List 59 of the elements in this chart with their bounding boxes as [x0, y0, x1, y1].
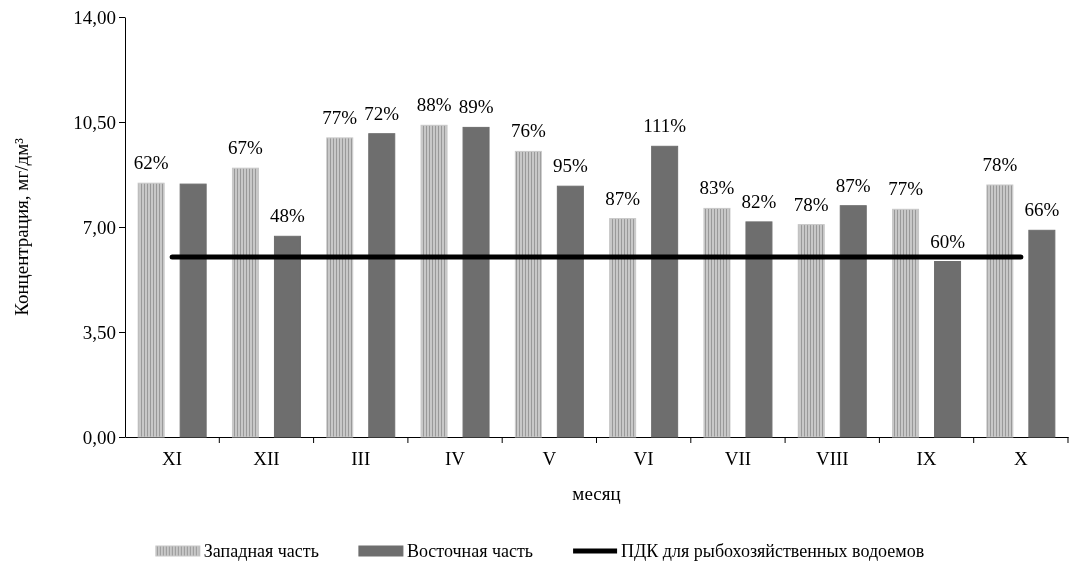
annotation: 48% — [270, 205, 306, 227]
bar — [651, 145, 679, 438]
bar — [137, 182, 165, 438]
x-tick-label: IV — [445, 447, 466, 469]
bar — [703, 207, 731, 438]
x-tick-label: XI — [162, 447, 183, 469]
annotation: 87% — [605, 187, 641, 209]
legend-label: ПДК для рыбохозяйственных водоемов — [621, 541, 925, 561]
annotation: 67% — [228, 137, 264, 159]
bar — [326, 137, 354, 438]
bar — [273, 235, 301, 438]
y-tick-label: 7,00 — [82, 216, 116, 238]
bar — [745, 221, 773, 438]
annotation: 78% — [793, 193, 829, 215]
bar — [934, 261, 962, 438]
bar — [556, 185, 584, 438]
bar — [368, 133, 396, 438]
y-tick-label: 14,00 — [73, 6, 116, 28]
x-tick-label: VII — [724, 447, 752, 469]
y-tick-label: 10,50 — [73, 111, 116, 133]
bar — [462, 126, 490, 438]
annotation: 76% — [510, 120, 546, 142]
y-tick-label: 3,50 — [82, 321, 116, 343]
y-tick-label: 0,00 — [82, 426, 116, 448]
bar — [797, 224, 825, 438]
annotation: 72% — [364, 102, 400, 124]
annotation: 82% — [741, 190, 777, 212]
annotation: 60% — [930, 230, 966, 252]
bar — [231, 167, 259, 438]
annotation: 77% — [888, 178, 924, 200]
bar — [986, 184, 1014, 438]
bar — [179, 183, 207, 438]
x-tick-label: VIII — [815, 447, 849, 469]
x-tick-label: VI — [633, 447, 654, 469]
x-tick-label: XII — [253, 447, 280, 469]
annotation: 77% — [322, 106, 358, 128]
annotation: 95% — [552, 155, 588, 177]
y-axis-title: Концентрация, мг/дм³ — [11, 137, 32, 316]
annotation: 89% — [458, 96, 494, 118]
x-tick-label: IX — [916, 447, 937, 469]
bar — [1028, 229, 1056, 438]
x-axis-title: месяц — [572, 483, 621, 504]
x-tick-label: X — [1013, 447, 1028, 469]
bar — [892, 208, 920, 438]
bar — [420, 124, 448, 438]
legend-label: Восточная часть — [406, 541, 534, 561]
bar — [839, 205, 867, 438]
bar — [609, 218, 637, 438]
annotation: 66% — [1024, 199, 1060, 221]
x-tick-label: V — [542, 447, 557, 469]
annotation: 88% — [416, 94, 452, 116]
legend-label: Западная часть — [203, 541, 319, 561]
x-tick-label: III — [351, 447, 371, 469]
annotation: 62% — [133, 152, 169, 174]
annotation: 83% — [699, 177, 735, 199]
annotation: 111% — [643, 115, 687, 137]
annotation: 87% — [835, 174, 871, 196]
annotation: 78% — [982, 154, 1018, 175]
bar — [514, 150, 542, 438]
